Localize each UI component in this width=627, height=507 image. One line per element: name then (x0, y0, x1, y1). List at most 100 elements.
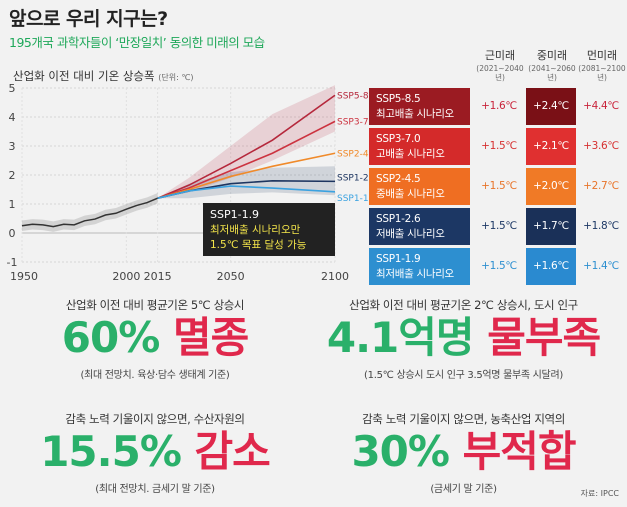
chart-unit: (단위: ℃) (158, 73, 194, 82)
scenario-desc: 최저배출 시나리오 (376, 268, 454, 280)
scenario-row-ssp1-26: SSP1-2.6 저배출 시나리오 +1.5℃ +1.7℃ +1.8℃ (369, 208, 627, 245)
callout-line2: 최저배출 시나리오만 (210, 224, 301, 236)
historical-line (21, 197, 158, 228)
scenario-label: SSP2-4.5 중배출 시나리오 (369, 168, 470, 205)
value-long: +1.8℃ (583, 220, 619, 232)
col-name: 먼미래 (586, 49, 618, 62)
callout-line3: 1.5℃ 목표 달성 가능 (210, 239, 307, 251)
scenario-code: SSP3-7.0 (376, 133, 421, 145)
stat-caption: 산업화 이전 대비 평균기온 2℃ 상승시, 도시 인구 (349, 298, 578, 312)
chart-title-text: 산업화 이전 대비 기온 상승폭 (13, 69, 155, 83)
stat-headline: 60% 멸종 (10, 317, 300, 359)
chart-callout: SSP1-1.9 최저배출 시나리오만 1.5℃ 목표 달성 가능 (203, 203, 335, 256)
stat-number: 60% (61, 313, 161, 362)
x-tick-label: 2100 (321, 270, 349, 283)
stat-headline: 4.1억명 물부족 (300, 317, 627, 359)
page-title: 앞으로 우리 지구는? (9, 8, 168, 30)
value-long: +3.6℃ (583, 140, 619, 152)
value-mid: +1.6℃ (526, 248, 576, 285)
series-label: SSP5-8.5 (337, 91, 377, 101)
series-label: SSP2-4.5 (337, 149, 377, 159)
stat-caption: 산업화 이전 대비 평균기온 5℃ 상승시 (65, 298, 245, 312)
source-note: 자료: IPCC (580, 489, 619, 498)
stat-headline: 30% 부적합 (300, 431, 627, 473)
col-long-term: 먼미래 (2081~2100년) (575, 47, 627, 82)
stat-note: (최대 전망치. 금세기 말 기준) (95, 484, 215, 495)
x-tick-label: 2015 (144, 270, 172, 283)
col-range: (2041~2060년) (528, 64, 576, 82)
value-mid: +2.4℃ (526, 88, 576, 125)
col-range: (2081~2100년) (578, 64, 626, 82)
scenario-code: SSP1-1.9 (376, 253, 421, 265)
stat-number: 30% (351, 427, 450, 476)
value-mid: +1.7℃ (526, 208, 576, 245)
series-label: SSP1-1.9 (337, 194, 377, 204)
y-tick-label: 4 (9, 111, 16, 124)
stat-farmland-unsuitable: 감축 노력 기울이지 않으면, 농축산업 지역의 30% 부적합 (금세기 말 … (300, 411, 627, 495)
scenario-row-ssp1-19: SSP1-1.9 최저배출 시나리오 +1.5℃ +1.6℃ +1.4℃ (369, 248, 627, 285)
historical-band (22, 192, 158, 232)
value-long: +1.4℃ (583, 260, 619, 272)
scenario-label: SSP1-1.9 최저배출 시나리오 (369, 248, 470, 285)
page-subtitle: 195개국 과학자들이 ‘만장일치’ 동의한 미래의 모습 (9, 35, 265, 50)
col-range: (2021~2040년) (476, 64, 524, 82)
stat-note: (최대 전망치. 육상·담수 생태계 기준) (80, 370, 230, 381)
col-near-term: 근미래 (2021~2040년) (473, 47, 527, 82)
stat-caption: 감축 노력 기울이지 않으면, 수산자원의 (65, 412, 245, 426)
col-name: 근미래 (484, 49, 516, 62)
stat-number: 4.1억명 (326, 313, 475, 362)
stat-caption: 감축 노력 기울이지 않으면, 농축산업 지역의 (362, 412, 565, 426)
stat-word: 멸종 (172, 313, 249, 362)
scenario-row-ssp5-85: SSP5-8.5 최고배출 시나리오 +1.6℃ +2.4℃ +4.4℃ (369, 88, 627, 125)
stat-water-shortage: 산업화 이전 대비 평균기온 2℃ 상승시, 도시 인구 4.1억명 물부족 (… (300, 297, 627, 381)
stat-note: (금세기 말 기준) (430, 484, 497, 495)
col-mid-term: 중미래 (2041~2060년) (525, 47, 579, 82)
y-tick-label: 0 (9, 227, 16, 240)
scenario-label: SSP5-8.5 최고배출 시나리오 (369, 88, 470, 125)
stat-number: 15.5% (40, 427, 182, 476)
col-name: 중미래 (536, 49, 568, 62)
scenario-code: SSP2-4.5 (376, 173, 421, 185)
scenario-row-ssp3-70: SSP3-7.0 고배출 시나리오 +1.5℃ +2.1℃ +3.6℃ (369, 128, 627, 165)
scenario-table: 근미래 (2021~2040년) 중미래 (2041~2060년) 먼미래 (2… (369, 47, 627, 287)
stat-fishery-decline: 감축 노력 기울이지 않으면, 수산자원의 15.5% 감소 (최대 전망치. … (10, 411, 300, 495)
y-tick-label: -1 (7, 256, 18, 269)
value-near: +1.5℃ (481, 220, 517, 232)
scenario-desc: 고배출 시나리오 (376, 148, 445, 160)
value-near: +1.5℃ (481, 180, 517, 192)
stat-note: (1.5℃ 상승시 도시 인구 3.5억명 물부족 시달려) (364, 370, 563, 381)
value-mid: +2.1℃ (526, 128, 576, 165)
y-tick-label: 5 (9, 82, 16, 95)
chart-title: 산업화 이전 대비 기온 상승폭 (단위: ℃) (13, 68, 193, 84)
scenario-label: SSP3-7.0 고배출 시나리오 (369, 128, 470, 165)
stat-word: 부적합 (462, 427, 577, 476)
scenario-code: SSP1-2.6 (376, 213, 421, 225)
series-label: SSP3-7.0 (337, 117, 377, 127)
stat-extinction: 산업화 이전 대비 평균기온 5℃ 상승시 60% 멸종 (최대 전망치. 육상… (10, 297, 300, 381)
series-label: SSP1-2.6 (337, 173, 377, 183)
stat-word: 감소 (194, 427, 271, 476)
stat-headline: 15.5% 감소 (10, 431, 300, 473)
x-tick-label: 2050 (217, 270, 245, 283)
scenario-desc: 저배출 시나리오 (376, 228, 445, 240)
y-tick-label: 1 (9, 198, 16, 211)
series-line (157, 185, 336, 199)
series-line (157, 152, 336, 199)
x-tick-label: 2000 (112, 270, 140, 283)
value-long: +4.4℃ (583, 100, 619, 112)
value-mid: +2.0℃ (526, 168, 576, 205)
scenario-code: SSP5-8.5 (376, 93, 421, 105)
y-tick-label: 2 (9, 169, 16, 182)
series-line (157, 94, 336, 199)
series-line (157, 120, 336, 199)
y-tick-label: 3 (9, 140, 16, 153)
scenario-desc: 중배출 시나리오 (376, 188, 445, 200)
series-band (157, 85, 335, 199)
x-tick-label: 1950 (10, 270, 38, 283)
scenario-row-ssp2-45: SSP2-4.5 중배출 시나리오 +1.5℃ +2.0℃ +2.7℃ (369, 168, 627, 205)
value-near: +1.6℃ (481, 100, 517, 112)
value-long: +2.7℃ (583, 180, 619, 192)
scenario-label: SSP1-2.6 저배출 시나리오 (369, 208, 470, 245)
value-near: +1.5℃ (481, 260, 517, 272)
